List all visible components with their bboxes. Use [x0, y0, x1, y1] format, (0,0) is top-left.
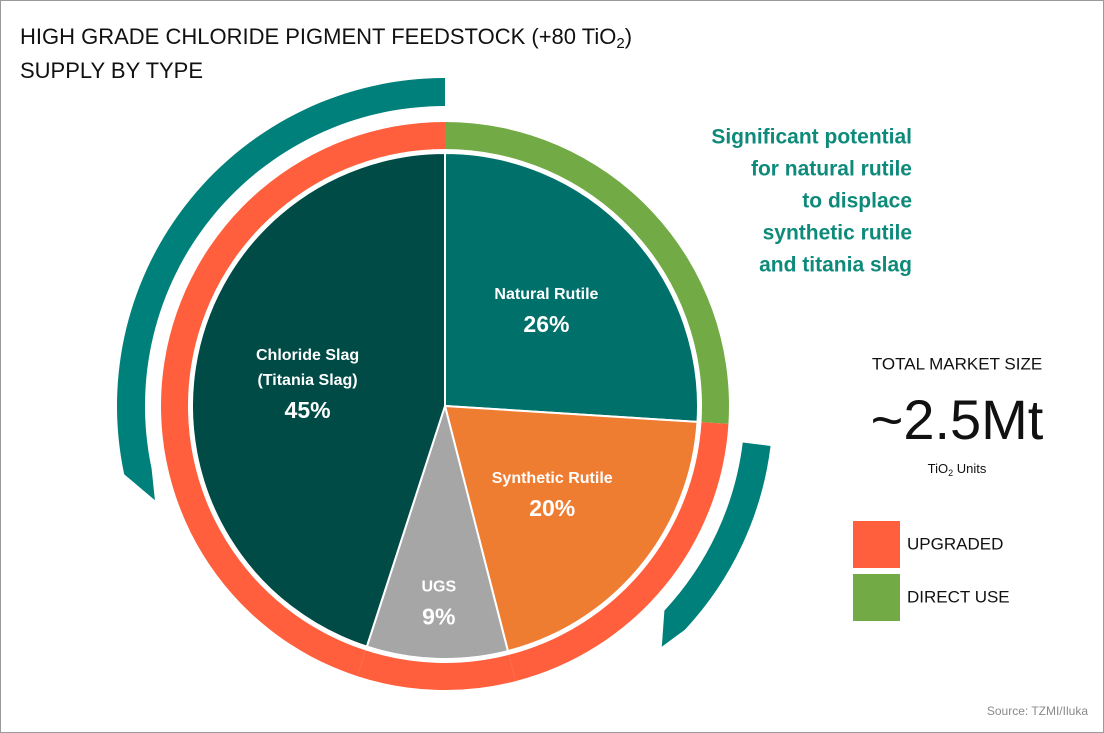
pie-slice	[365, 402, 510, 660]
title-subscript: 2	[616, 35, 624, 52]
annotation: to displace	[802, 190, 912, 213]
slice-label: (Titania Slag)	[257, 372, 357, 389]
slice-label: Synthetic Rutile	[492, 470, 613, 487]
pie-slice	[191, 151, 446, 648]
slice-label: Chloride Slag	[256, 347, 359, 364]
title-text: HIGH GRADE CHLORIDE PIGMENT FEEDSTOCK (+…	[20, 24, 616, 49]
source: Source: TZMI/Iluka	[987, 704, 1088, 718]
annotation: synthetic rutile	[763, 222, 912, 245]
ring-segment	[357, 650, 516, 690]
chart-subtitle: SUPPLY BY TYPE	[20, 58, 203, 83]
units-subscript: 2	[948, 468, 953, 478]
annotation: and titania slag	[759, 254, 912, 277]
value-label: 45%	[285, 397, 331, 423]
value-label: 20%	[529, 495, 575, 521]
ring-segment	[445, 122, 729, 424]
legend-label: UPGRADED	[907, 534, 1003, 553]
ring-segment	[161, 122, 445, 677]
slice-label: Natural Rutile	[494, 286, 598, 303]
annotation: for natural rutile	[751, 158, 912, 181]
annotation: Significant potential	[711, 126, 912, 149]
units-text: TiO	[928, 461, 948, 476]
value-label: 9%	[422, 603, 455, 629]
market-value: ~2.5Mt	[871, 388, 1044, 451]
title-text: )	[625, 24, 632, 49]
units-text: Units	[953, 461, 987, 476]
legend-label: DIRECT USE	[907, 587, 1010, 606]
market-units: TiO2 Units	[928, 461, 987, 478]
slice-label: UGS	[421, 578, 456, 595]
legend-swatch	[853, 574, 900, 621]
pie-slice	[444, 151, 699, 423]
decorative-arrow	[661, 442, 771, 647]
value-label: 26%	[523, 311, 569, 337]
legend-swatch	[853, 521, 900, 568]
market-label: TOTAL MARKET SIZE	[872, 354, 1042, 373]
chart-title: HIGH GRADE CHLORIDE PIGMENT FEEDSTOCK (+…	[20, 24, 632, 52]
pie-slice	[443, 404, 699, 653]
ring-segment	[508, 422, 729, 682]
